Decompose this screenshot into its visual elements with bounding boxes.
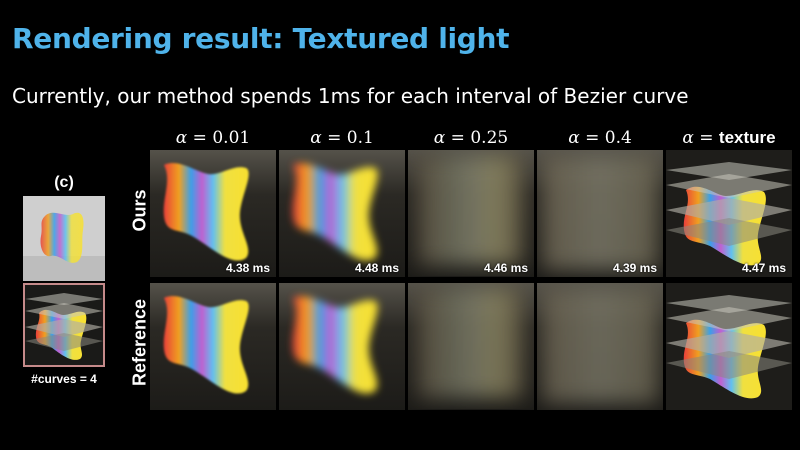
timing-label: 4.48 ms xyxy=(355,261,399,275)
column-header-alpha-texture: α = texture xyxy=(666,128,792,148)
inset-scene-light-shape xyxy=(23,196,105,281)
slide-title: Rendering result: Textured light xyxy=(12,22,509,55)
inset-label: (c) xyxy=(22,174,106,192)
render-ours-texture: 4.47 ms xyxy=(666,150,792,277)
timing-label: 4.47 ms xyxy=(742,261,786,275)
timing-label: 4.38 ms xyxy=(226,261,270,275)
render-reference-alpha-01 xyxy=(279,283,405,410)
render-reference-alpha-04 xyxy=(537,283,663,410)
column-header-alpha-001: α = 0.01 xyxy=(150,128,276,148)
inset-scene-render xyxy=(23,283,105,367)
column-header-alpha-01: α = 0.1 xyxy=(279,128,405,148)
render-ours-alpha-025: 4.46 ms xyxy=(408,150,534,277)
curves-count-label: #curves = 4 xyxy=(14,372,114,386)
row-label-reference: Reference xyxy=(130,278,151,408)
render-reference-alpha-025 xyxy=(408,283,534,410)
timing-label: 4.46 ms xyxy=(484,261,528,275)
render-reference-alpha-001 xyxy=(150,283,276,410)
timing-label: 4.39 ms xyxy=(613,261,657,275)
render-ours-alpha-04: 4.39 ms xyxy=(537,150,663,277)
render-ours-alpha-001: 4.38 ms xyxy=(150,150,276,277)
column-header-alpha-025: α = 0.25 xyxy=(408,128,534,148)
render-reference-texture xyxy=(666,283,792,410)
render-ours-alpha-01: 4.48 ms xyxy=(279,150,405,277)
column-header-alpha-04: α = 0.4 xyxy=(537,128,663,148)
slide-subtitle: Currently, our method spends 1ms for eac… xyxy=(12,84,689,108)
row-label-ours: Ours xyxy=(130,146,151,276)
